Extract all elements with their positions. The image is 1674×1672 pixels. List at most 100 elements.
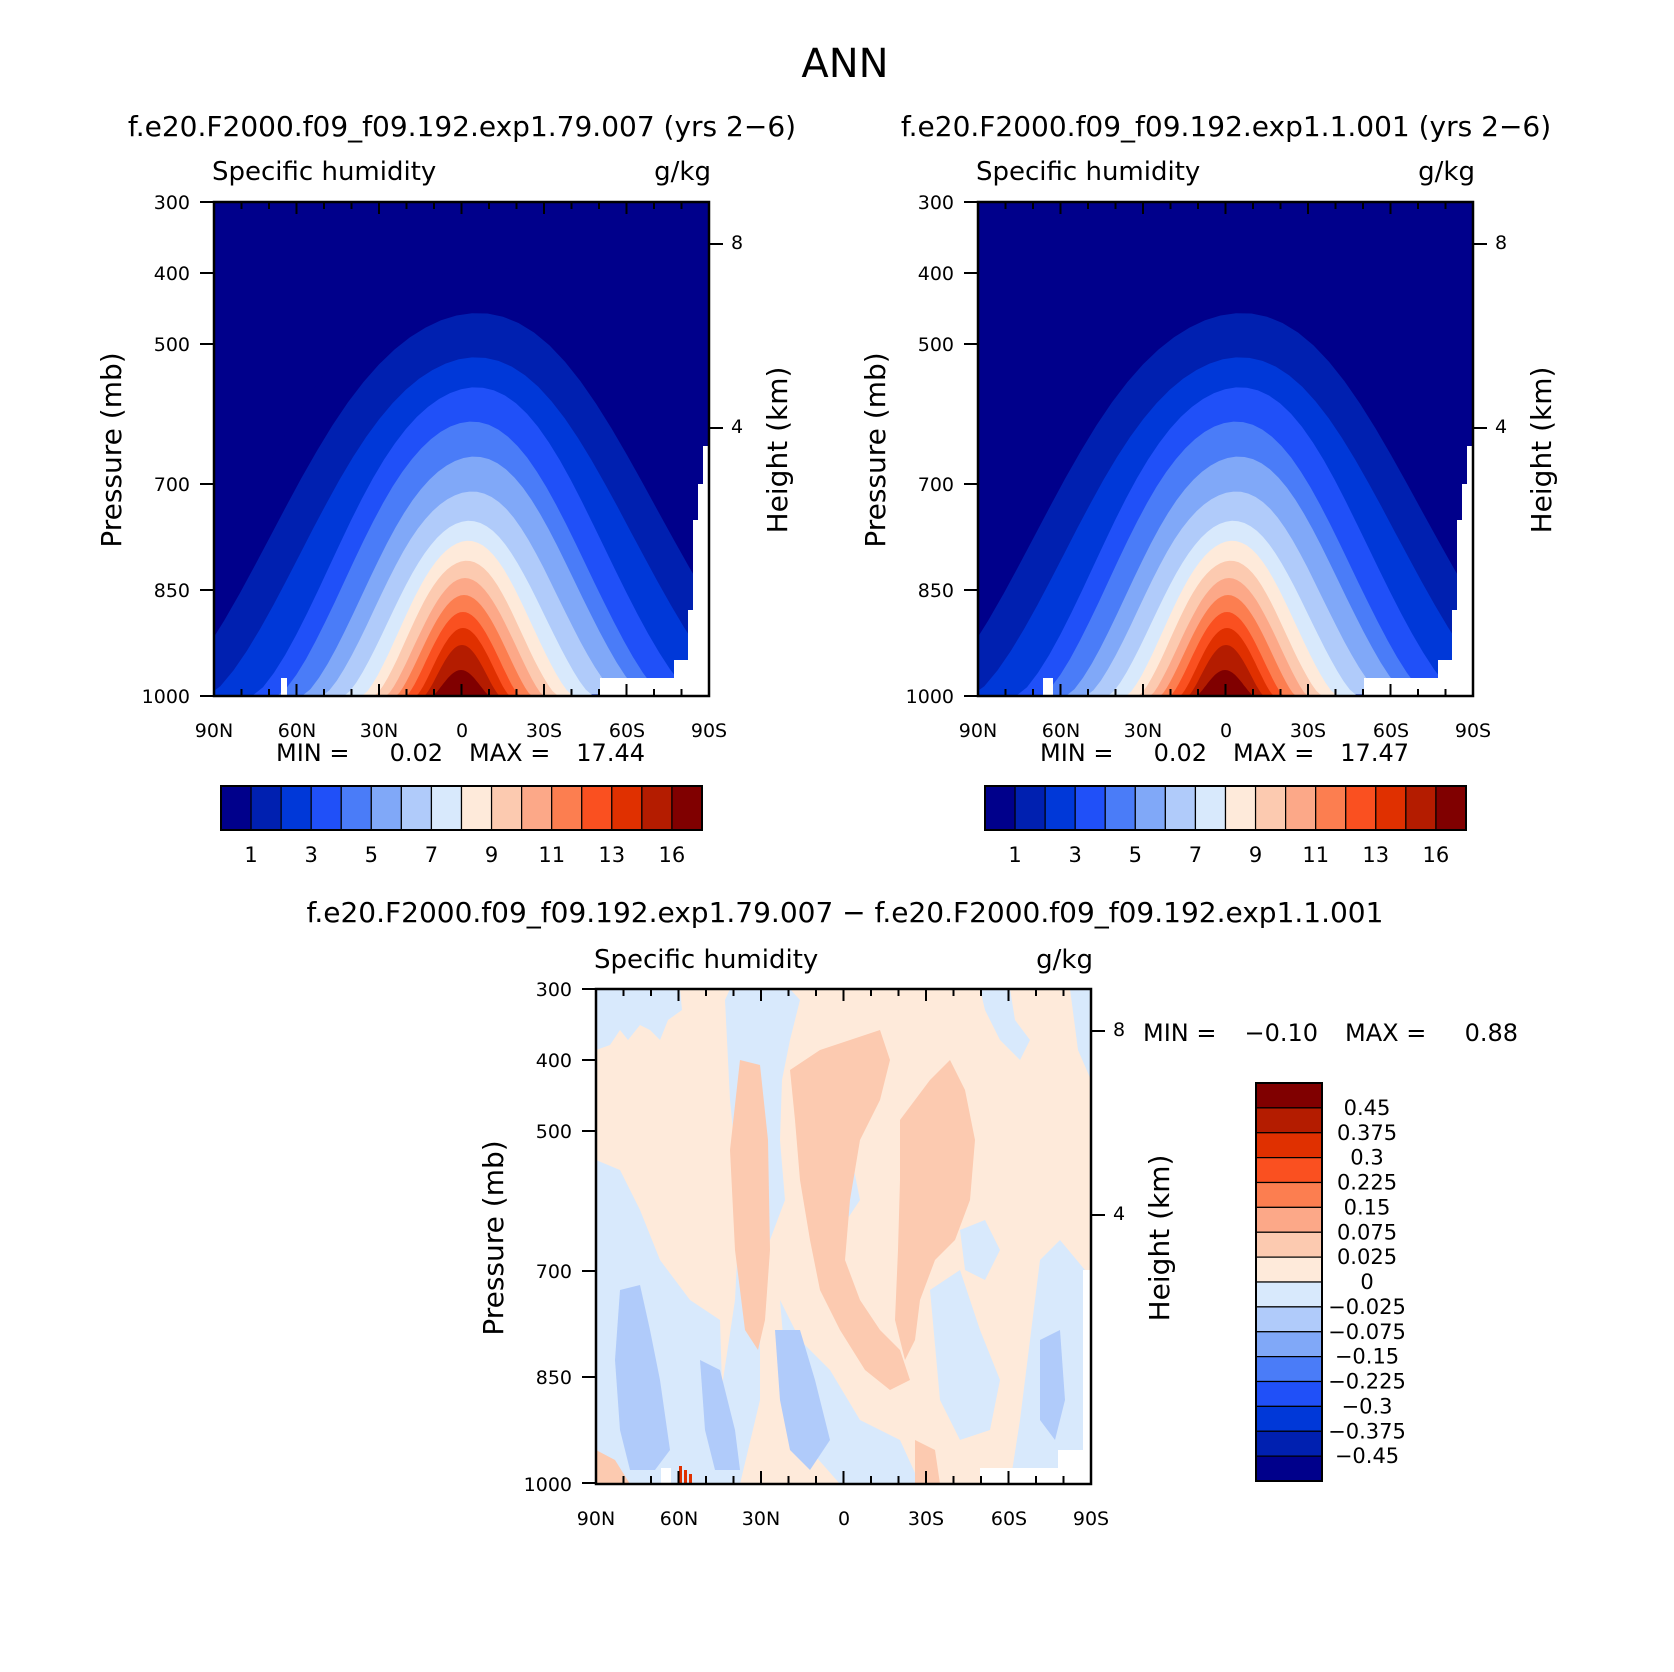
panel-3-x-tick-label: 90S <box>1073 1508 1109 1530</box>
colorbar-box <box>400 785 433 831</box>
panel-1-x-axis: 90N 60N 30N 0 30S 60S 90S <box>195 720 727 742</box>
panel-3-pos-region-tropics <box>730 1060 770 1350</box>
colorbar-tick-label: −0.45 <box>1335 1444 1399 1468</box>
panel-3: f.e20.F2000.f09_f09.192.exp1.79.007 − f.… <box>307 896 1518 1530</box>
panel-1-right-axis-title: Height (km) <box>761 367 794 534</box>
panel-3-title: f.e20.F2000.f09_f09.192.exp1.79.007 − f.… <box>307 896 1384 929</box>
colorbar-tick-label: 9 <box>1249 843 1262 867</box>
colorbar-box <box>1255 1157 1323 1184</box>
panel-1-colorbar: 1 3 5 7 9 11 13 16 <box>220 785 703 867</box>
panel-2-units-label: g/kg <box>1418 157 1475 187</box>
panel-3-neg-region-eq-core <box>775 1330 830 1470</box>
colorbar-tick-label: 0.45 <box>1344 1096 1391 1120</box>
panel-3-min-max: MIN = −0.10 MAX = 0.88 <box>1143 1019 1518 1047</box>
colorbar-box <box>1164 785 1197 831</box>
colorbar-tick-label: 13 <box>1362 843 1389 867</box>
panel-1-contour-field <box>214 202 709 696</box>
colorbar-tick-label: 0.075 <box>1337 1220 1397 1244</box>
panel-3-y-tick-label: 300 <box>536 979 572 1001</box>
panel-3-height-tick-label: 8 <box>1113 1019 1125 1041</box>
panel-2-contour-field <box>978 202 1473 696</box>
panel-2-x-tick-label: 30N <box>1124 720 1162 742</box>
panel-3-missing-data-south <box>980 1270 1091 1484</box>
panel-2-height-tick-label: 4 <box>1495 416 1507 438</box>
panel-2-max-label: MAX = <box>1233 739 1314 767</box>
panel-3-y-tick-label: 1000 <box>524 1474 572 1496</box>
colorbar-tick-label: 3 <box>1069 843 1082 867</box>
panel-3-colorbar-boxes <box>1255 1082 1323 1482</box>
colorbar-tick-label: 0.025 <box>1337 1245 1397 1269</box>
panel-1-units-label: g/kg <box>654 157 711 187</box>
panel-1-colorbar-labels: 1 3 5 7 9 11 13 16 <box>244 843 685 867</box>
panel-1-x-tick-label: 90S <box>691 720 727 742</box>
panel-3-min-label: MIN = <box>1143 1019 1216 1047</box>
panel-1-x-tick-label: 90N <box>195 720 233 742</box>
panel-3-neg-region-nh-core <box>615 1285 670 1470</box>
colorbar-box <box>1134 785 1166 831</box>
colorbar-box <box>581 785 613 831</box>
panel-2-title: f.e20.F2000.f09_f09.192.exp1.1.001 (yrs … <box>901 110 1551 143</box>
colorbar-tick-label: 16 <box>1423 843 1450 867</box>
panel-3-y-tick-label: 700 <box>536 1261 572 1283</box>
panel-2: f.e20.F2000.f09_f09.192.exp1.1.001 (yrs … <box>859 110 1558 867</box>
colorbar-box <box>460 785 493 831</box>
panel-2-colorbar-frame <box>984 785 1467 831</box>
panel-3-x-tick-label: 30N <box>742 1508 780 1530</box>
contour-band <box>432 670 490 696</box>
colorbar-box <box>1255 1380 1323 1407</box>
colorbar-tick-label: 9 <box>485 843 498 867</box>
panel-3-max-spot <box>679 1466 692 1484</box>
panel-3-max-label: MAX = <box>1345 1019 1426 1047</box>
panel-1-title: f.e20.F2000.f09_f09.192.exp1.79.007 (yrs… <box>128 110 796 143</box>
panel-2-x-tick-label: 60N <box>1042 720 1080 742</box>
panel-3-pos-region-sh-surface <box>915 1440 940 1484</box>
colorbar-tick-label: 7 <box>425 843 438 867</box>
panel-1-colorbar-boxes <box>220 785 703 831</box>
figure-title: ANN <box>801 41 888 87</box>
panel-3-x-tick-label: 30S <box>908 1508 944 1530</box>
panel-1-y-tick-label: 850 <box>154 580 190 602</box>
panel-2-max-value: 17.47 <box>1340 739 1409 767</box>
panel-2-y-tick-label: 400 <box>918 263 954 285</box>
panel-1-missing-data-north <box>281 678 287 696</box>
colorbar-tick-label: 0.375 <box>1337 1121 1397 1145</box>
colorbar-tick-label: 0.15 <box>1344 1195 1391 1219</box>
axis-tick-marks <box>200 201 1487 1484</box>
panel-3-stronger-negative-regions <box>615 1285 1065 1470</box>
colorbar-box <box>521 785 553 831</box>
colorbar-box <box>1405 785 1437 831</box>
panel-1-y-tick-label: 1000 <box>142 686 190 708</box>
panel-1-variable-label: Specific humidity <box>212 157 436 187</box>
colorbar-box <box>551 785 583 831</box>
panel-1-y-tick-label: 700 <box>154 474 190 496</box>
panel-3-neg-region-pole-upper <box>1070 989 1091 1080</box>
colorbar-tick-label: −0.375 <box>1328 1419 1406 1443</box>
panel-3-max-bar <box>689 1474 692 1484</box>
panel-3-neg-region-sh-core <box>1040 1330 1065 1440</box>
colorbar-box <box>1255 1181 1323 1208</box>
panel-2-height-tick-label: 8 <box>1495 232 1507 254</box>
colorbar-box <box>1255 1281 1323 1308</box>
colorbar-tick-label: −0.3 <box>1342 1394 1393 1418</box>
panel-2-contour-bands <box>978 266 1473 696</box>
panel-3-pos-region-eq <box>790 1030 910 1390</box>
panel-3-x-axis: 90N 60N 30N 0 30S 60S 90S <box>577 1508 1109 1530</box>
panel-3-right-axis: 8 4 <box>1113 1019 1125 1225</box>
colorbar-box <box>1255 1082 1323 1109</box>
colorbar-box <box>1194 785 1227 831</box>
panel-3-y-tick-label: 850 <box>536 1367 572 1389</box>
panel-1-x-tick-label: 30S <box>526 720 562 742</box>
colorbar-box <box>310 785 342 831</box>
panel-1-y-tick-label: 300 <box>154 192 190 214</box>
panel-1-missing-data-south <box>600 446 709 696</box>
colorbar-box <box>1435 785 1467 831</box>
panel-2-missing-data-north <box>1043 678 1053 696</box>
panel-3-colorbar-frame <box>1255 1082 1323 1482</box>
panel-3-colorbar: 0.450.3750.30.2250.150.0750.0250−0.025−0… <box>1255 1082 1406 1482</box>
panel-3-neg-region-sh-upper <box>980 989 1030 1060</box>
colorbar-box <box>1375 785 1407 831</box>
panel-2-y-axis-title: Pressure (mb) <box>859 352 892 547</box>
colorbar-tick-label: −0.075 <box>1328 1320 1406 1344</box>
panel-2-x-tick-label: 90S <box>1455 720 1491 742</box>
colorbar-box <box>1254 785 1287 831</box>
